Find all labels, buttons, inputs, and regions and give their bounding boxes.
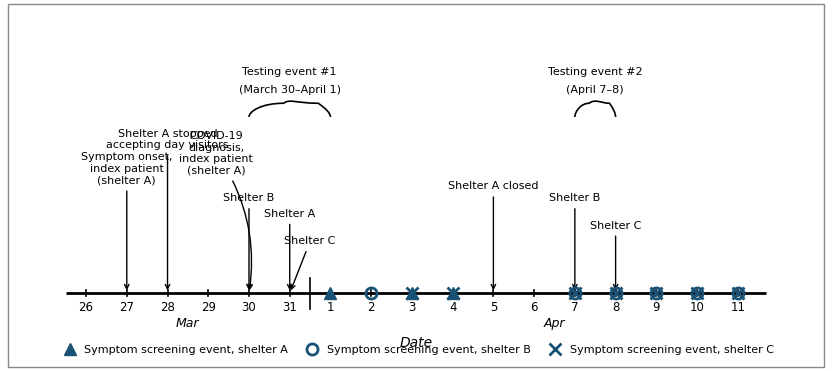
Text: Symptom onset,
index patient
(shelter A): Symptom onset, index patient (shelter A): [81, 152, 172, 289]
Text: 1: 1: [327, 301, 334, 314]
Text: Shelter A stopped
accepting day visitors: Shelter A stopped accepting day visitors: [106, 129, 229, 289]
Text: 5: 5: [490, 301, 497, 314]
Text: Shelter B: Shelter B: [549, 193, 601, 289]
Text: 10: 10: [690, 301, 705, 314]
Text: 26: 26: [78, 301, 93, 314]
Legend: Symptom screening event, shelter A, Symptom screening event, shelter B, Symptom : Symptom screening event, shelter A, Symp…: [54, 341, 778, 360]
Text: Date: Date: [399, 336, 433, 350]
Text: 4: 4: [449, 301, 457, 314]
Text: 8: 8: [612, 301, 619, 314]
Text: 29: 29: [201, 301, 215, 314]
Text: (April 7–8): (April 7–8): [567, 85, 624, 95]
Text: Shelter A closed: Shelter A closed: [448, 181, 538, 289]
Text: 6: 6: [530, 301, 537, 314]
Text: 7: 7: [571, 301, 578, 314]
Text: 3: 3: [409, 301, 416, 314]
Text: COVID-19
diagnosis,
index patient
(shelter A): COVID-19 diagnosis, index patient (shelt…: [180, 131, 253, 289]
Text: 9: 9: [652, 301, 660, 314]
Text: 2: 2: [368, 301, 375, 314]
Text: Shelter A: Shelter A: [264, 209, 315, 289]
Text: (March 30–April 1): (March 30–April 1): [239, 85, 341, 95]
Text: Testing event #1: Testing event #1: [242, 67, 337, 77]
Text: Mar: Mar: [176, 317, 200, 330]
Text: 28: 28: [160, 301, 175, 314]
Text: 30: 30: [241, 301, 256, 314]
Text: Shelter B: Shelter B: [223, 193, 275, 289]
Text: 31: 31: [282, 301, 297, 314]
Text: Shelter C: Shelter C: [285, 236, 336, 289]
Text: 11: 11: [730, 301, 745, 314]
Text: Apr: Apr: [544, 317, 565, 330]
Text: Testing event #2: Testing event #2: [548, 67, 642, 77]
Text: Shelter C: Shelter C: [590, 220, 641, 289]
Text: 27: 27: [119, 301, 134, 314]
